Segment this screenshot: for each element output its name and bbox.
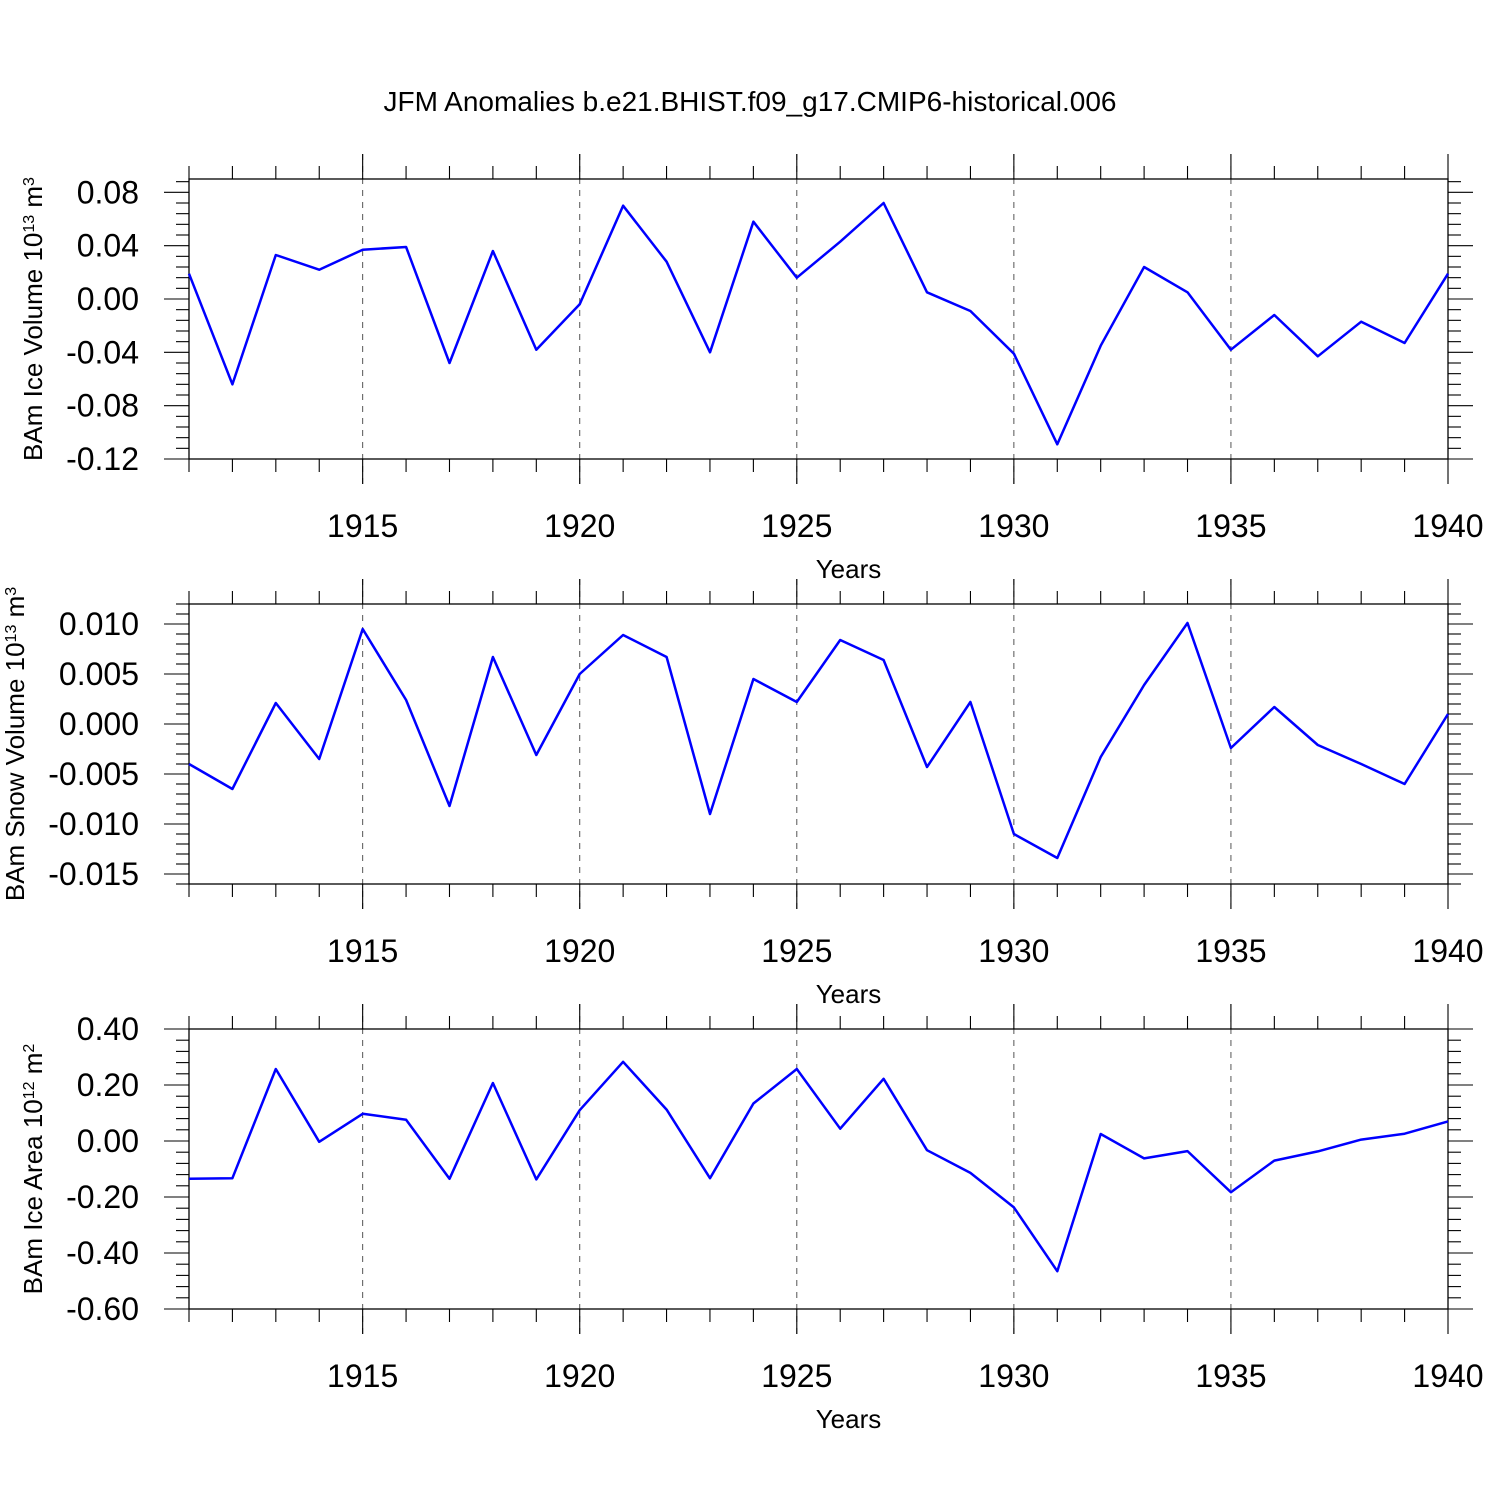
x-axis-title: Years (816, 554, 882, 584)
x-tick-label: 1925 (761, 1358, 832, 1394)
x-tick-label: 1935 (1195, 933, 1266, 969)
y-tick-label: 0.005 (59, 656, 139, 692)
x-axis-title: Years (816, 979, 882, 1009)
x-tick-label: 1940 (1412, 933, 1483, 969)
y-axis-title: BAm Ice Area 1012 m2 (18, 1044, 48, 1295)
x-tick-label: 1915 (327, 933, 398, 969)
figure-title: JFM Anomalies b.e21.BHIST.f09_g17.CMIP6-… (383, 86, 1117, 117)
y-tick-label: 0.000 (59, 706, 139, 742)
x-tick-label: 1920 (544, 933, 615, 969)
y-tick-label: -0.005 (48, 756, 139, 792)
ice-volume-panel: 1915 1920 1925 1930 1935 1940 -0.12 -0.08 -0.04 0… (18, 154, 1484, 584)
y-tick-label: -0.20 (66, 1179, 139, 1215)
y-tick-label: 0.40 (77, 1011, 139, 1047)
y-tick-label: -0.04 (66, 334, 139, 370)
y-tick-label: -0.40 (66, 1235, 139, 1271)
y-tick-label: 0.00 (77, 281, 139, 317)
y-tick-label: -0.08 (66, 388, 139, 424)
y-tick-label: 0.08 (77, 174, 139, 210)
x-tick-label: 1930 (978, 1358, 1049, 1394)
series-line (187, 201, 1450, 446)
x-tick-label: 1930 (978, 933, 1049, 969)
y-tick-label: 0.20 (77, 1067, 139, 1103)
x-tick-label: 1935 (1195, 1358, 1266, 1394)
snow-volume-panel: 1915 1920 1925 1930 1935 1940 -0.015 -0.010 -0.0… (0, 579, 1484, 1009)
x-axis-title: Years (816, 1404, 882, 1434)
x-tick-label: 1930 (978, 508, 1049, 544)
x-tick-label: 1915 (327, 508, 398, 544)
y-tick-label: -0.015 (48, 856, 139, 892)
plot-frame (188, 603, 1449, 885)
y-tick-label: -0.12 (66, 441, 139, 477)
x-tick-label: 1935 (1195, 508, 1266, 544)
y-tick-label: -0.60 (66, 1291, 139, 1327)
x-tick-label: 1915 (327, 1358, 398, 1394)
x-tick-label: 1920 (544, 1358, 615, 1394)
series-line (188, 1060, 1449, 1273)
y-tick-label: 0.04 (77, 228, 139, 264)
ice-area-panel: 1915 1920 1925 1930 1935 1940 -0.60 -0.40 -0.20 0… (18, 1004, 1484, 1434)
y-tick-label: 0.010 (59, 606, 139, 642)
x-tick-label: 1920 (544, 508, 615, 544)
x-tick-label: 1940 (1412, 1358, 1483, 1394)
x-tick-label: 1940 (1412, 508, 1483, 544)
plot-frame (188, 1028, 1449, 1310)
y-tick-label: 0.00 (77, 1123, 139, 1159)
plot-frame (188, 178, 1449, 460)
x-tick-label: 1925 (761, 933, 832, 969)
y-axis-title: BAm Ice Volume 1013 m3 (18, 177, 48, 461)
y-axis-title: BAm Snow Volume 1013 m3 (0, 587, 30, 901)
x-tick-label: 1925 (761, 508, 832, 544)
y-tick-label: -0.010 (48, 806, 139, 842)
series-line (188, 621, 1450, 860)
